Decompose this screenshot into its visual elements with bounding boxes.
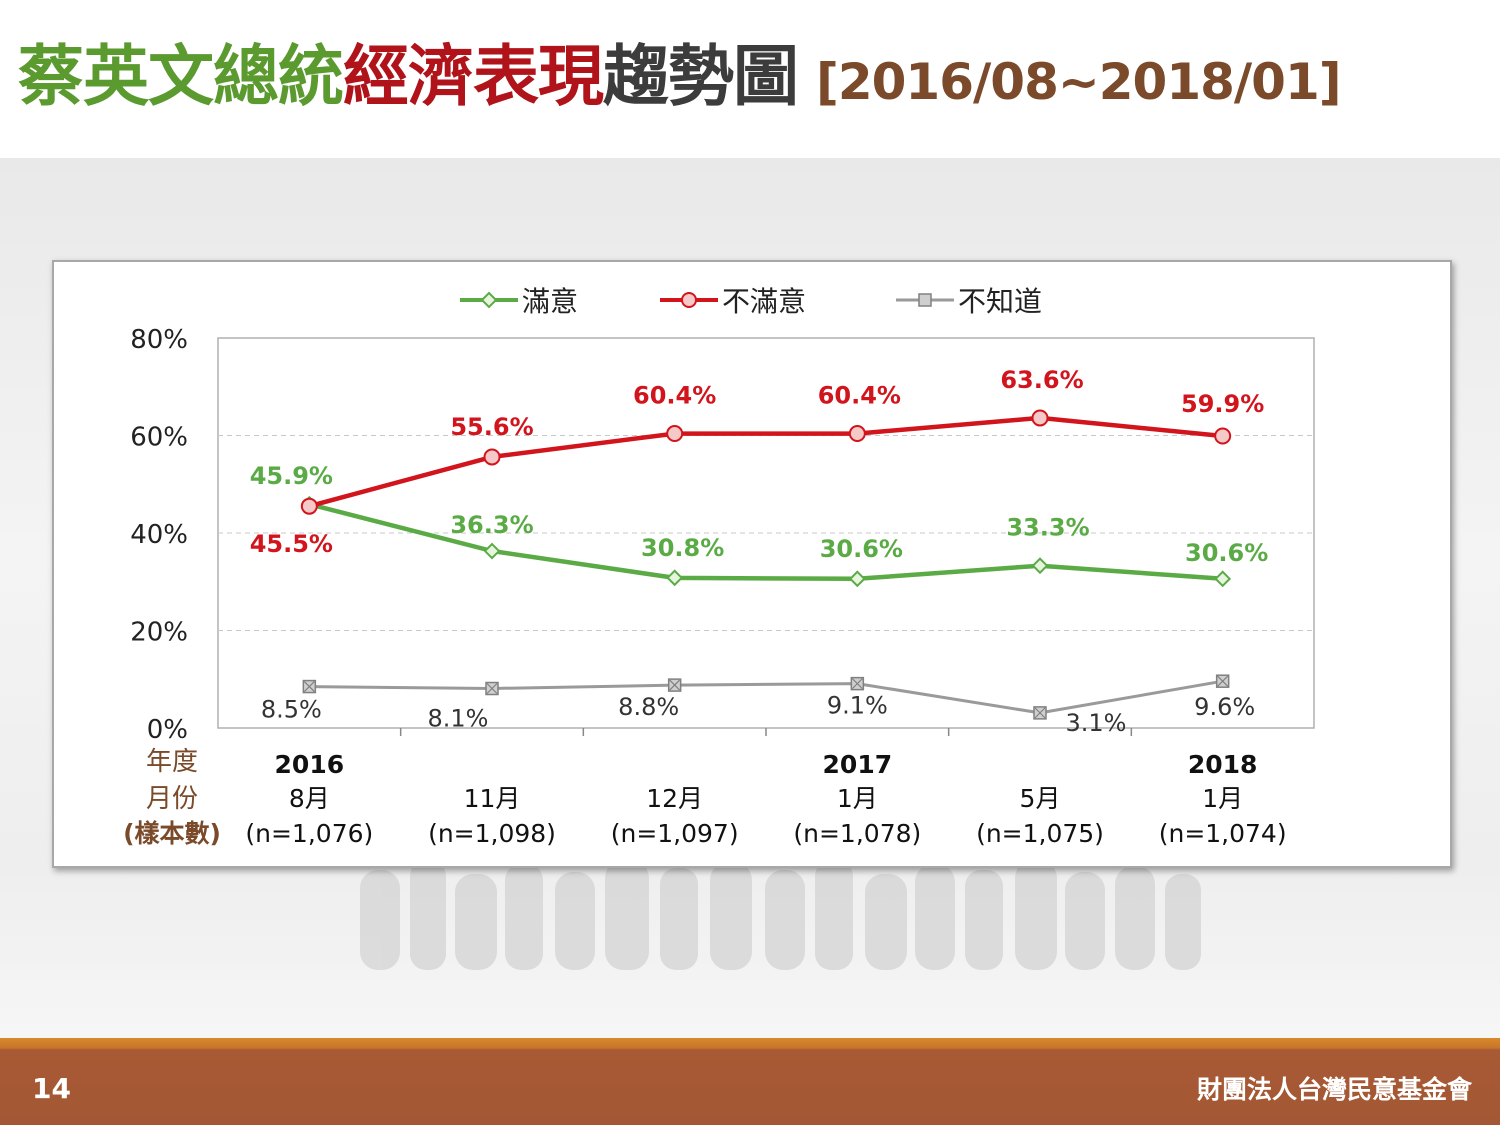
slide-header: 蔡英文總統經濟表現趨勢圖 [2016/08~2018/01] — [0, 0, 1500, 158]
point-unknown-cross — [303, 681, 315, 692]
point-dissatisfied — [1214, 427, 1232, 445]
point-unknown-cross — [1034, 707, 1046, 719]
legend-label: 不知道 — [958, 285, 1042, 318]
data-label: 9.6% — [1194, 693, 1255, 721]
data-label: 55.6% — [450, 413, 533, 441]
x-category-month: 1月 — [1202, 784, 1243, 813]
point-satisfied — [483, 542, 501, 560]
series-line-2 — [309, 679, 1223, 715]
data-label: 33.3% — [1006, 514, 1089, 542]
data-label: 9.1% — [827, 692, 888, 720]
row-label-month: 月份 — [146, 784, 198, 814]
x-category-sample: (n=1,098) — [428, 819, 556, 848]
y-tick-label: 20% — [130, 618, 188, 648]
row-label-year: 年度 — [146, 747, 198, 777]
data-label: 30.6% — [1185, 539, 1268, 567]
title-period: [2016/08~2018/01] — [816, 53, 1342, 111]
point-satisfied — [666, 569, 684, 587]
legend-marker — [681, 292, 697, 308]
title-part-president: 蔡英文總統 — [18, 38, 344, 115]
trend-chart: 0% 20% 40% 60% 80% 45.9% 36.3% 30.8% 30.6% 33.3% 3… — [123, 285, 1315, 848]
y-tick-label: 0% — [147, 715, 188, 745]
legend-marker — [480, 291, 498, 309]
point-satisfied — [1214, 570, 1232, 588]
row-label-sample: (樣本數) — [123, 819, 221, 848]
data-label: 59.9% — [1181, 390, 1264, 418]
x-category-month: 5月 — [1020, 784, 1061, 813]
point-dissatisfied — [483, 448, 501, 466]
x-category-sample: (n=1,075) — [976, 819, 1104, 848]
point-dissatisfied — [1031, 409, 1049, 427]
point-dissatisfied — [300, 497, 318, 515]
data-label: 8.5% — [261, 696, 322, 724]
data-label: 60.4% — [818, 382, 901, 410]
x-category-month: 12月 — [646, 784, 703, 813]
y-tick-label: 60% — [130, 423, 188, 453]
data-label: 45.9% — [250, 462, 333, 490]
point-satisfied — [1031, 557, 1049, 575]
slide-footer — [0, 1038, 1500, 1125]
x-category-sample: (n=1,078) — [793, 819, 921, 848]
x-category-month: 8月 — [289, 784, 330, 813]
x-category-sample: (n=1,097) — [611, 819, 739, 848]
legend-label: 不滿意 — [722, 285, 806, 318]
point-unknown-cross — [1217, 675, 1229, 687]
data-label: 30.8% — [641, 534, 724, 562]
x-category-year: 2018 — [1188, 750, 1258, 779]
data-label: 8.8% — [618, 693, 679, 721]
crowd-silhouette-decoration — [360, 860, 1201, 970]
point-unknown-cross — [669, 679, 681, 691]
page-number: 14 — [32, 1072, 71, 1105]
y-tick-label: 80% — [130, 325, 188, 355]
x-category-sample: (n=1,076) — [245, 819, 373, 848]
data-label: 30.6% — [820, 535, 903, 563]
x-category-sample: (n=1,074) — [1159, 819, 1287, 848]
data-label: 3.1% — [1066, 709, 1127, 737]
point-unknown-cross — [486, 683, 498, 694]
data-label: 63.6% — [1000, 366, 1083, 394]
series-line-0 — [308, 502, 1223, 582]
x-category-month: 11月 — [464, 784, 521, 813]
point-dissatisfied — [666, 425, 684, 443]
title-part-economy: 經濟表現 — [343, 38, 604, 115]
data-label: 45.5% — [250, 530, 333, 558]
x-category-year: 2016 — [275, 750, 345, 779]
chart-panel: 0% 20% 40% 60% 80% 45.9% 36.3% 30.8% 30.6% 33.3% 3… — [52, 260, 1452, 868]
title-part-trend: 趨勢圖 — [603, 38, 799, 115]
series-line-1 — [308, 415, 1223, 509]
x-category-year: 2017 — [823, 750, 893, 779]
point-dissatisfied — [848, 425, 866, 443]
x-category-month: 1月 — [837, 784, 878, 813]
point-satisfied — [848, 570, 866, 588]
legend-marker — [918, 293, 932, 307]
data-label: 36.3% — [450, 511, 533, 539]
organization-name: 財團法人台灣民意基金會 — [1196, 1075, 1472, 1104]
y-tick-label: 40% — [130, 520, 188, 550]
data-label: 8.1% — [428, 705, 489, 733]
data-label: 60.4% — [633, 382, 716, 410]
point-unknown-cross — [851, 678, 863, 690]
slide-title: 蔡英文總統經濟表現趨勢圖 [2016/08~2018/01] — [18, 44, 1342, 111]
legend-label: 滿意 — [522, 285, 578, 318]
